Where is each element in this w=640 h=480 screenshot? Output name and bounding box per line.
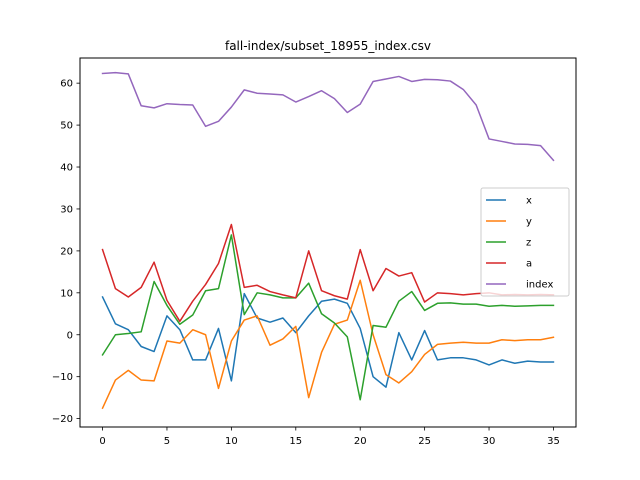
y-tick-label: −20 <box>52 414 73 425</box>
legend-label-a: a <box>526 259 532 270</box>
legend-label-z: z <box>526 238 531 249</box>
x-tick-label: 35 <box>547 436 560 447</box>
legend-box <box>480 187 570 297</box>
x-tick-label: 0 <box>99 436 105 447</box>
series-line-a <box>101 223 555 323</box>
y-tick-label: 0 <box>67 330 73 341</box>
chart-title: fall-index/subset_18955_index.csv <box>225 39 431 53</box>
x-tick-label: 30 <box>483 436 496 447</box>
series-line-z <box>101 234 555 401</box>
series-line-index <box>101 71 555 162</box>
x-tick-label: 15 <box>289 436 302 447</box>
x-axis-ticks: 0 5 10 15 20 25 30 35 <box>99 427 560 447</box>
series-line-x <box>101 292 555 388</box>
x-tick-label: 20 <box>354 436 367 447</box>
y-tick-label: 10 <box>60 288 73 299</box>
y-tick-label: 50 <box>60 121 73 132</box>
y-tick-label: 30 <box>60 204 73 215</box>
legend-label-index: index <box>526 280 553 291</box>
plot-frame <box>79 57 577 428</box>
legend-label-y: y <box>526 217 532 228</box>
series-line-y <box>101 279 555 410</box>
y-tick-label: 40 <box>60 163 73 174</box>
legend-label-x: x <box>526 196 532 207</box>
x-tick-label: 10 <box>225 436 238 447</box>
y-axis-ticks: −20 −10 0 10 20 30 40 50 60 <box>52 79 80 425</box>
x-tick-label: 25 <box>418 436 431 447</box>
axes <box>79 57 577 428</box>
series-lines <box>101 71 555 410</box>
y-tick-label: 20 <box>60 246 73 257</box>
y-tick-label: −10 <box>52 372 73 383</box>
y-tick-label: 60 <box>60 79 73 90</box>
x-tick-label: 5 <box>164 436 170 447</box>
